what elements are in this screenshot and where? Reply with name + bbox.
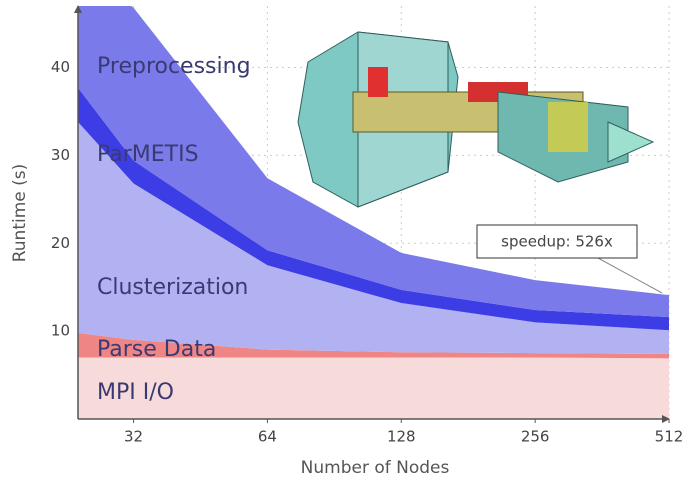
page: {"chart_data": {"type": "stacked-area", … bbox=[0, 0, 686, 480]
y-tick-label: 20 bbox=[51, 234, 70, 252]
x-tick-label: 128 bbox=[387, 428, 416, 446]
x-tick-label: 32 bbox=[124, 428, 143, 446]
y-axis-title: Runtime (s) bbox=[10, 164, 30, 263]
annotation: speedup: 526x bbox=[501, 233, 613, 251]
series-label: Clusterization bbox=[97, 275, 248, 300]
engine-illustration bbox=[298, 32, 653, 207]
series-label: MPI I/O bbox=[97, 380, 174, 405]
y-tick-label: 40 bbox=[51, 58, 70, 76]
x-axis-title: Number of Nodes bbox=[301, 458, 450, 478]
y-tick-label: 30 bbox=[51, 146, 70, 164]
x-tick-label: 512 bbox=[655, 428, 684, 446]
series-label: Parse Data bbox=[97, 337, 216, 362]
series-label: ParMETIS bbox=[97, 142, 199, 167]
chart: MPI I/O Parse Data Clusterization ParMETIS P… bbox=[0, 0, 686, 480]
x-tick-label: 64 bbox=[258, 428, 277, 446]
y-tick-label: 10 bbox=[51, 322, 70, 340]
annotation-pointer bbox=[598, 258, 662, 293]
series-label: Preprocessing bbox=[97, 54, 251, 79]
x-tick-label: 256 bbox=[521, 428, 550, 446]
